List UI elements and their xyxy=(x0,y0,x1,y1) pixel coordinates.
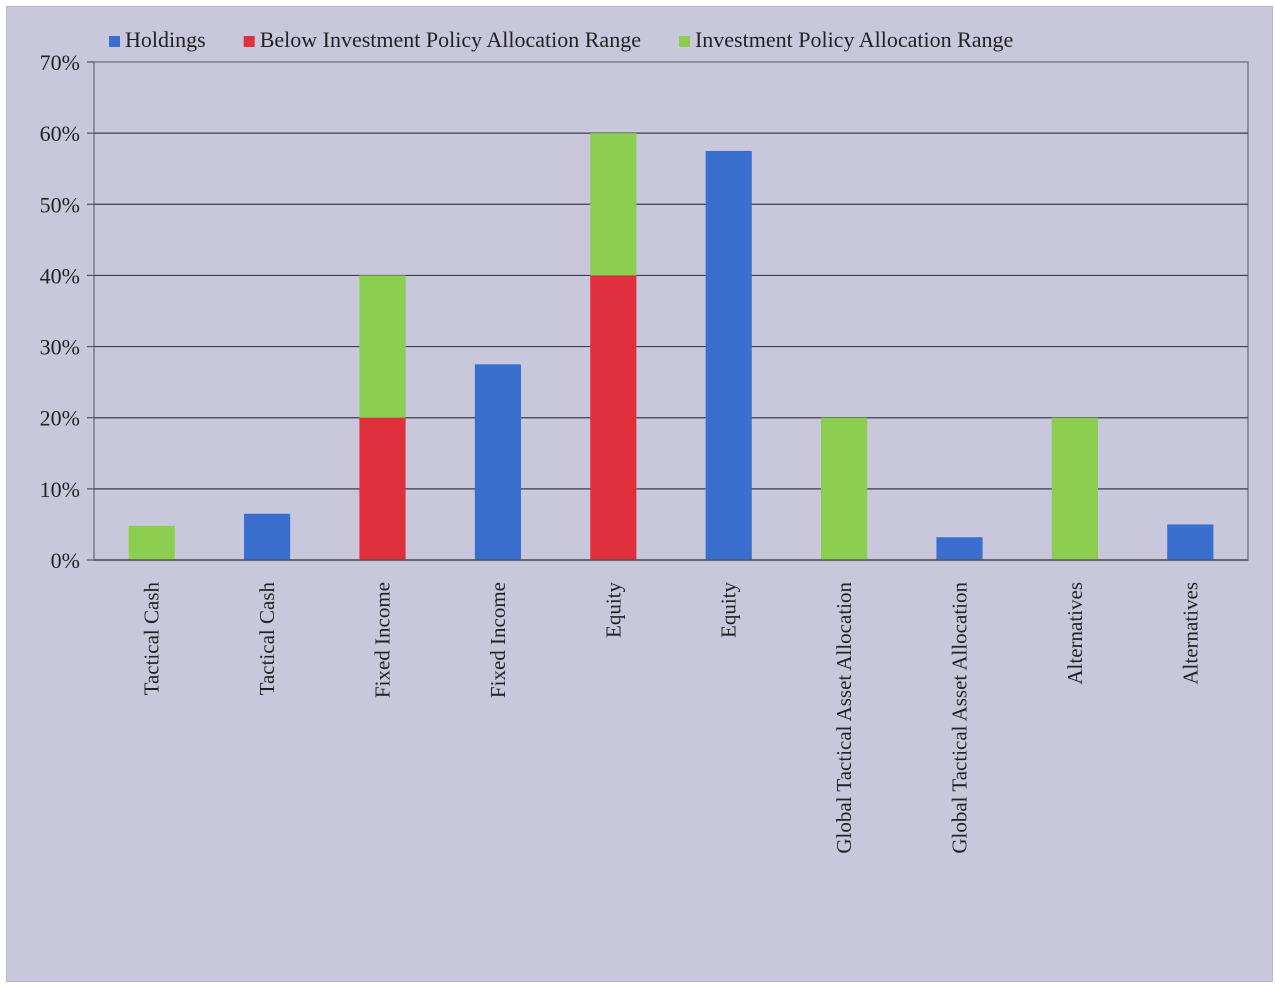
y-tick-label: 50% xyxy=(40,192,80,217)
y-tick-label: 20% xyxy=(40,406,80,431)
x-tick-label: Equity xyxy=(717,582,741,638)
y-tick-label: 10% xyxy=(40,477,80,502)
bar xyxy=(590,133,637,276)
bar xyxy=(359,417,406,560)
x-tick-label: Tactical Cash xyxy=(140,582,164,696)
legend-swatch xyxy=(109,36,120,47)
legend-swatch xyxy=(678,36,690,47)
bar xyxy=(590,275,637,560)
chart-frame: 0% 10% 20% 30% 40% 50% 60% 70% Tactical Cash Tac… xyxy=(6,6,1273,982)
bars xyxy=(94,133,1248,561)
bar xyxy=(936,537,983,560)
x-tick-label: Tactical Cash xyxy=(255,582,279,696)
bar xyxy=(128,525,175,560)
x-axis-labels: Tactical Cash Tactical Cash Fixed Income Fi… xyxy=(140,582,1203,854)
bar xyxy=(1167,524,1214,560)
y-axis-ticks: 0% 10% 20% 30% 40% 50% 60% 70% xyxy=(40,50,94,573)
chart-svg: 0%10%20%30%40%50%60%70% Tactical Cash Tac… xyxy=(40,27,1249,854)
bar xyxy=(821,417,868,560)
x-tick-label: Global Tactical Asset Allocation xyxy=(948,582,972,854)
legend-label: Holdings xyxy=(125,27,206,52)
x-tick-label: Global Tactical Asset Allocation xyxy=(832,582,856,854)
y-tick-label: 30% xyxy=(40,335,80,360)
legend-swatch xyxy=(243,36,255,47)
y-tick-label: 70% xyxy=(40,50,80,75)
y-tick-label: 0% xyxy=(51,548,80,573)
x-tick-label: Fixed Income xyxy=(486,582,510,698)
legend: Holdings Below Investment Policy Allocati… xyxy=(109,27,1013,52)
bar xyxy=(359,275,406,418)
y-tick-label: 60% xyxy=(40,121,80,146)
y-tick-label: 40% xyxy=(40,263,80,288)
bar xyxy=(474,364,521,560)
x-tick-label: Alternatives xyxy=(1063,582,1087,685)
legend-label: Investment Policy Allocation Range xyxy=(695,27,1013,52)
legend-label: Below Investment Policy Allocation Range xyxy=(260,27,641,52)
x-tick-label: Equity xyxy=(601,582,625,638)
bar xyxy=(1051,417,1098,560)
x-tick-label: Fixed Income xyxy=(371,582,395,698)
x-tick-label: Alternatives xyxy=(1178,582,1202,685)
bar xyxy=(244,513,291,560)
bar xyxy=(705,150,752,560)
